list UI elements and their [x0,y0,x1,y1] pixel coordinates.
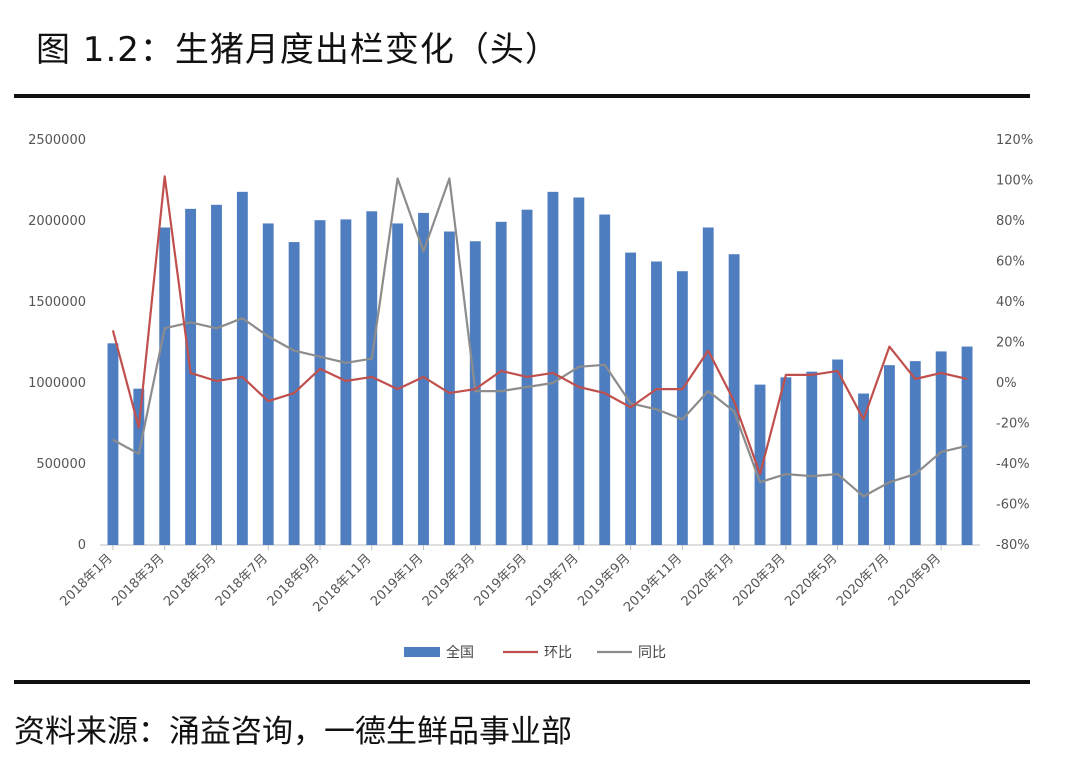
chart: 0 500000 1000000 1500000 2000000 2500000 -80% -… [28,133,1033,661]
bar [469,241,481,545]
bar [236,191,248,545]
x-tick-label: 2019年1月 [368,551,426,609]
y-left-tick-label: 2000000 [28,214,86,229]
y-right-tick-label: 0% [996,376,1017,391]
y-left-tick-label: 1500000 [28,295,86,310]
bottom-rule [14,680,1030,684]
y-right-tick-label: 80% [996,214,1025,229]
bar [754,384,766,545]
bar [935,351,947,545]
y-right-tick-label: 100% [996,174,1033,189]
bar [806,371,818,545]
x-tick-label: 2018年1月 [58,551,116,609]
y-right-tick-label: 60% [996,255,1025,270]
bar [883,365,895,545]
x-tick-label: 2020年7月 [834,551,892,609]
y-right-tick-label: -20% [996,417,1030,432]
bar [262,223,274,545]
y-right-tick-label: -40% [996,457,1030,472]
y-right-tick-label: 20% [996,336,1025,351]
bar [547,191,559,545]
figure-title: 图 1.2：生猪月度出栏变化（头） [36,30,560,70]
x-tick-label: 2020年5月 [782,551,840,609]
bar [702,227,714,546]
bar [780,377,792,545]
legend-label-yoy: 同比 [638,645,666,661]
bar [392,223,404,545]
x-tick-label: 2019年5月 [472,551,530,609]
bar [651,261,662,545]
bar [314,220,326,545]
y-right-tick-label: -80% [996,538,1030,553]
bar [599,214,611,545]
bar [133,388,145,545]
bar [858,393,869,545]
y-left-tick-label: 2500000 [28,133,86,148]
bar [159,227,171,546]
y-right-tick-label: 120% [996,133,1033,148]
bar [211,204,222,546]
source-note: 资料来源：涌益咨询，一德生鲜品事业部 [14,714,572,750]
bar [573,197,585,545]
y-left-tick-label: 500000 [36,457,86,472]
bar [185,208,197,545]
x-tick-label: 2020年9月 [886,551,944,609]
bar [832,359,844,545]
y-left-tick-label: 1000000 [28,376,86,391]
x-tick-label: 2019年7月 [523,551,581,609]
bar [625,252,637,545]
x-tick-label: 2019年3月 [420,551,478,609]
legend-label-mom: 环比 [544,645,572,661]
bar [676,271,688,545]
y-left-tick-label: 0 [78,538,86,553]
bar [495,221,507,545]
x-tick-label: 2018年5月 [161,551,219,609]
bar [107,343,119,545]
x-tick-label: 2020年1月 [679,551,737,609]
bar [340,219,352,545]
series-line-yoy [112,177,968,498]
bar [443,231,455,545]
legend-swatch-bar [404,647,440,657]
x-tick-label: 2020年3月 [730,551,788,609]
y-right-tick-label: 40% [996,295,1025,310]
legend-label-bar: 全国 [446,644,474,661]
x-tick-label: 2018年3月 [109,551,167,609]
x-tick-label: 2018年7月 [213,551,271,609]
y-right-tick-label: -60% [996,498,1030,513]
bar [909,361,921,545]
bar [418,212,429,545]
series-line-mom [111,175,968,476]
top-rule [14,94,1030,98]
bar [366,211,378,545]
